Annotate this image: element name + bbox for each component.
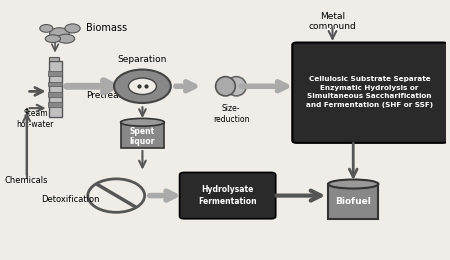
Text: Metal
compound: Metal compound [309,12,356,31]
Ellipse shape [57,34,75,43]
FancyBboxPatch shape [48,102,63,107]
Ellipse shape [40,24,53,32]
FancyBboxPatch shape [328,184,378,219]
Ellipse shape [216,77,235,96]
Text: Cellulosic Substrate Separate
Enzymatic Hydrolysis or
Simultaneous Saccharificat: Cellulosic Substrate Separate Enzymatic … [306,76,433,108]
Text: Chemicals: Chemicals [5,176,49,185]
FancyBboxPatch shape [49,61,62,117]
Text: Biomass: Biomass [86,23,127,33]
Ellipse shape [226,77,246,96]
Text: Biofuel: Biofuel [335,197,371,206]
Ellipse shape [328,179,378,188]
FancyBboxPatch shape [50,57,59,61]
FancyBboxPatch shape [292,43,447,143]
Circle shape [128,78,157,94]
Circle shape [88,179,144,212]
Text: Hydrolysate
Fermentation: Hydrolysate Fermentation [198,185,257,206]
FancyBboxPatch shape [180,172,276,219]
FancyBboxPatch shape [48,71,63,76]
Text: Pretreatment: Pretreatment [86,91,146,100]
Ellipse shape [121,118,164,126]
FancyBboxPatch shape [48,92,63,96]
Text: Size-
reduction: Size- reduction [213,104,249,124]
Text: Separation: Separation [118,55,167,64]
Text: Detoxification: Detoxification [41,195,99,204]
Text: Steam
hot-water: Steam hot-water [17,109,54,129]
Text: Spent
liquor: Spent liquor [130,127,155,146]
Circle shape [114,70,171,103]
Ellipse shape [45,35,60,43]
Ellipse shape [50,28,69,39]
Ellipse shape [65,24,80,33]
FancyBboxPatch shape [121,122,164,148]
FancyBboxPatch shape [48,82,63,86]
